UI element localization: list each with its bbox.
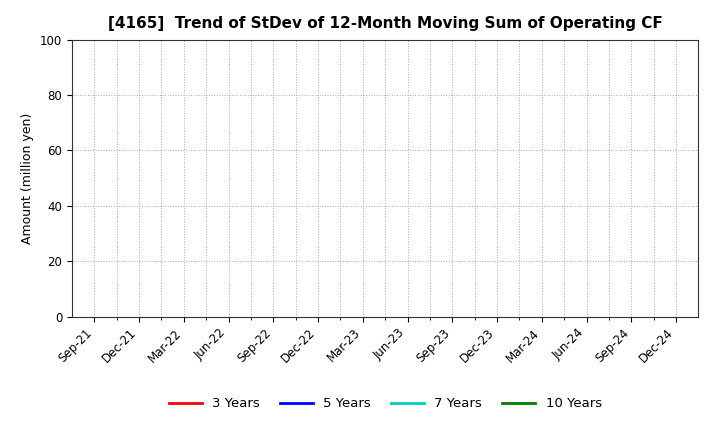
Y-axis label: Amount (million yen): Amount (million yen) xyxy=(22,113,35,244)
Title: [4165]  Trend of StDev of 12-Month Moving Sum of Operating CF: [4165] Trend of StDev of 12-Month Moving… xyxy=(108,16,662,32)
Legend: 3 Years, 5 Years, 7 Years, 10 Years: 3 Years, 5 Years, 7 Years, 10 Years xyxy=(163,392,607,415)
